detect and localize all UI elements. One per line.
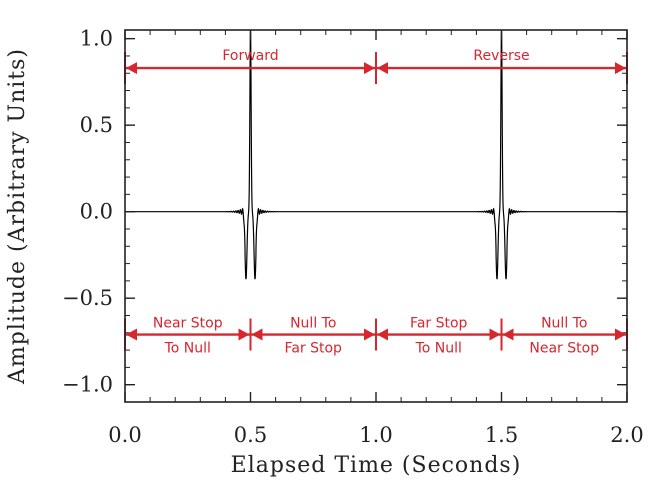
bottom-arrow-label-line2: Near Stop	[529, 341, 599, 357]
bottom-arrow-head-right	[364, 328, 375, 341]
y-tick-label: −1.0	[62, 373, 113, 397]
signal-line	[125, 29, 627, 280]
bottom-arrow-label-line1: Null To	[541, 316, 587, 332]
y-tick-label: 0.5	[80, 113, 113, 137]
top-arrow-head-right	[615, 62, 626, 75]
top-arrow-head-right	[364, 62, 375, 75]
bottom-arrow-head-right	[238, 328, 250, 341]
x-tick-label: 2.0	[610, 423, 643, 447]
bottom-arrow-head-right	[615, 328, 626, 341]
bottom-arrow-label-line1: Near Stop	[153, 316, 223, 332]
x-tick-label: 1.5	[485, 423, 518, 447]
y-tick-label: 0.0	[80, 200, 113, 224]
y-axis-title: Amplitude (Arbitrary Units)	[5, 48, 30, 385]
bottom-arrow-head-left	[377, 328, 388, 341]
top-arrow-label: Forward	[222, 48, 278, 64]
bottom-arrow-head-left	[251, 328, 263, 341]
bottom-arrow-head-left	[502, 328, 514, 341]
bottom-arrow-head-left	[126, 328, 137, 341]
x-tick-label: 0.5	[234, 423, 267, 447]
x-axis-title: Elapsed Time (Seconds)	[231, 453, 522, 478]
x-tick-label: 0.0	[108, 423, 141, 447]
bottom-arrow-label-line2: To Null	[164, 341, 211, 357]
axis-ticks: 0.0 0.5 1.0 1.5 2.0 1.0 0.5 0.0 −0.5 −1.0	[62, 27, 644, 447]
annotations: Forward Reverse Near Stop To Null Null To Far…	[124, 48, 628, 357]
plot-frame	[124, 29, 628, 403]
y-tick-label: −0.5	[62, 286, 113, 310]
bottom-arrow-head-right	[489, 328, 501, 341]
bottom-arrow-label-line2: To Null	[415, 341, 462, 357]
y-tick-label: 1.0	[80, 27, 113, 51]
top-arrow-head-left	[126, 62, 137, 75]
bottom-arrow-label-line2: Far Stop	[285, 341, 342, 357]
x-tick-label: 1.0	[359, 423, 392, 447]
top-arrow-head-left	[377, 62, 388, 75]
plot-area	[125, 29, 627, 280]
bottom-arrow-label-line1: Far Stop	[410, 316, 467, 332]
bottom-arrow-label-line1: Null To	[290, 316, 336, 332]
top-arrow-label: Reverse	[473, 48, 529, 64]
